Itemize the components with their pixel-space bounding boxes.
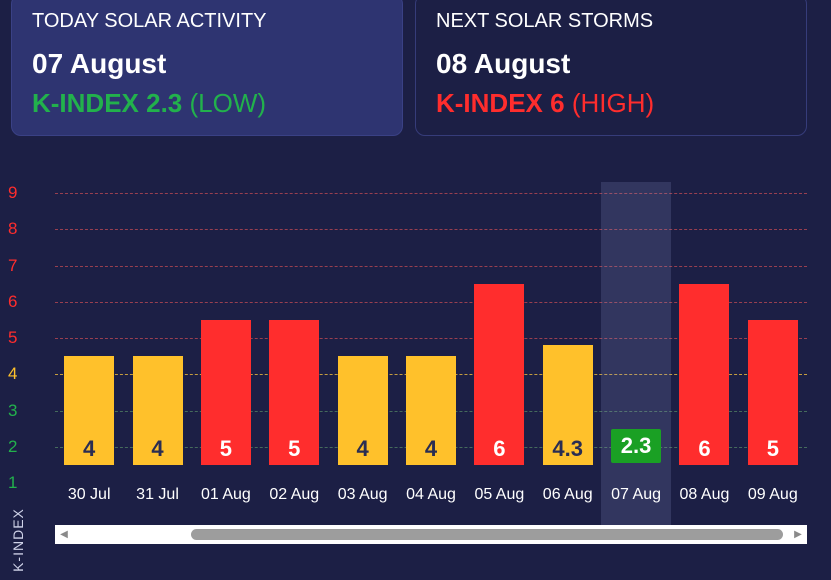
x-tick-label: 09 Aug — [747, 486, 798, 503]
bar-value-label: 6 — [493, 436, 506, 461]
bar-03-aug[interactable] — [337, 356, 388, 465]
selected-day-highlight — [601, 182, 672, 527]
today-kindex-value: K-INDEX 2.3 — [32, 88, 183, 118]
bar-value-label: 5 — [288, 436, 301, 461]
next-kindex-level: (HIGH) — [571, 88, 655, 118]
bar-value-label: 5 — [219, 436, 233, 461]
bar-31-jul[interactable] — [132, 356, 183, 465]
today-kindex-line: K-INDEX 2.3 (LOW) — [32, 89, 382, 117]
bar-05-aug[interactable] — [474, 283, 525, 465]
x-tick-label: 30 Jul — [67, 486, 111, 503]
today-kindex-level: (LOW) — [189, 88, 267, 118]
bar-value-label: 5 — [766, 436, 779, 461]
gridline — [55, 338, 807, 339]
y-axis-title: K-INDEX — [10, 508, 26, 572]
y-tick-label: 8 — [8, 219, 18, 239]
next-kindex-line: K-INDEX 6 (HIGH) — [436, 89, 786, 117]
x-tick-label: 08 Aug — [679, 486, 730, 503]
today-solar-activity-card: TODAY SOLAR ACTIVITY 07 August K-INDEX 2… — [11, 0, 403, 136]
bar-30-jul[interactable] — [64, 356, 115, 465]
bar-08-aug[interactable] — [679, 283, 730, 465]
x-tick-label: 06 Aug — [542, 486, 593, 503]
bar-01-aug[interactable] — [200, 319, 251, 465]
bar-value-label: 6 — [698, 436, 711, 461]
y-tick-label: 7 — [8, 255, 18, 275]
bar-04-aug[interactable] — [406, 356, 456, 465]
triangle-left-icon[interactable]: ◀ — [60, 529, 68, 540]
x-tick-label: 07 Aug — [611, 486, 661, 503]
chart-horizontal-scrollbar[interactable]: ◀ ▶ — [55, 525, 807, 544]
bar-value-label: 4 — [83, 436, 96, 461]
x-tick-label: 02 Aug — [269, 486, 320, 503]
today-date: 07 August — [32, 48, 167, 79]
gridline — [55, 265, 807, 267]
y-tick-label: 4 — [8, 364, 18, 384]
gridline — [55, 301, 807, 303]
bar-value-label: 4 — [151, 436, 164, 461]
scrollbar-thumb[interactable] — [191, 529, 783, 540]
bar-value-label: 4.3 — [552, 436, 584, 461]
bar-value-label: 4 — [424, 436, 438, 461]
bar-value-label: 2.3 — [611, 429, 662, 463]
triangle-right-icon[interactable]: ▶ — [794, 529, 802, 540]
today-heading: TODAY SOLAR ACTIVITY — [32, 10, 267, 32]
x-tick-label: 03 Aug — [337, 486, 388, 503]
y-tick-label: 9 — [8, 183, 18, 202]
gridline — [55, 229, 807, 231]
next-kindex-value: K-INDEX 6 — [436, 88, 565, 118]
y-tick-label: 3 — [8, 400, 18, 420]
y-tick-label: 2 — [8, 436, 18, 456]
x-tick-label: 31 Jul — [136, 486, 179, 503]
y-tick-label: 5 — [8, 328, 18, 347]
bar-09-aug[interactable] — [747, 319, 798, 465]
bar-02-aug[interactable] — [269, 319, 320, 465]
y-tick-label: 6 — [8, 291, 18, 311]
next-heading: NEXT SOLAR STORMS — [436, 10, 654, 32]
x-tick-label: 04 Aug — [406, 486, 456, 503]
gridline — [55, 193, 807, 194]
x-tick-label: 05 Aug — [474, 486, 525, 503]
next-date: 08 August — [436, 48, 571, 79]
bar-06-aug[interactable] — [542, 345, 593, 465]
y-tick-label: 1 — [8, 473, 18, 492]
x-tick-label: 01 Aug — [200, 486, 251, 503]
next-solar-storms-card: NEXT SOLAR STORMS 08 August K-INDEX 6 (H… — [415, 0, 807, 136]
bar-value-label: 4 — [356, 436, 369, 461]
